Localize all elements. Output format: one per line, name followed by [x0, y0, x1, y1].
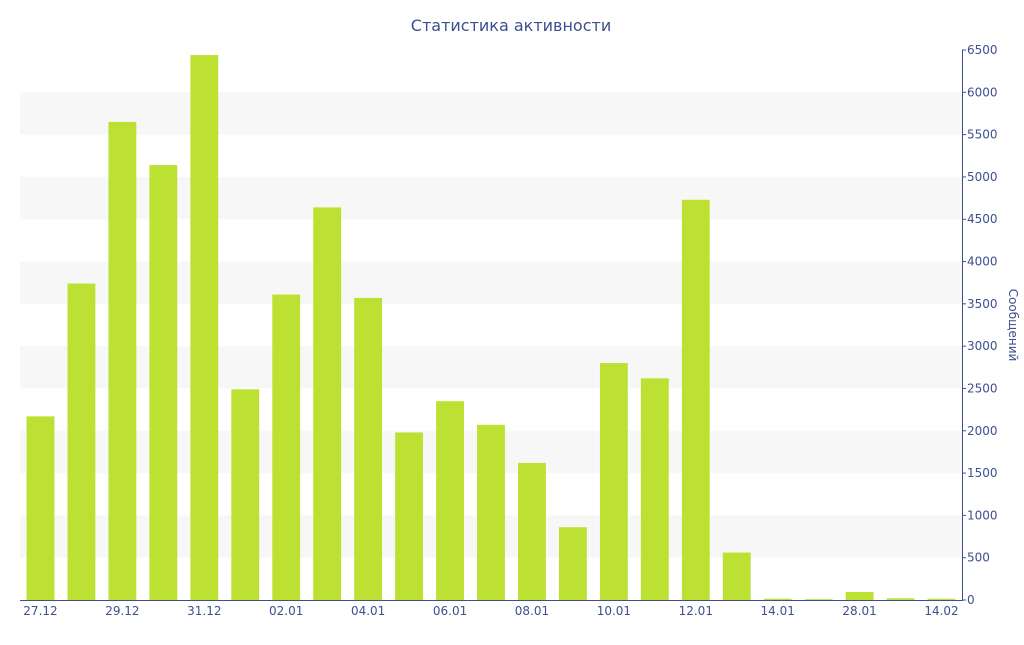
y-tick-label: 3000: [967, 339, 998, 353]
y-tick-label: 2500: [967, 381, 998, 395]
bar: [231, 389, 260, 600]
bar: [149, 165, 178, 601]
y-tick-label: 3500: [967, 297, 998, 311]
bar: [477, 424, 505, 600]
bar: [599, 363, 628, 600]
x-tick-label: 10.01: [597, 604, 631, 618]
y-axis-label: Сообщений: [1006, 289, 1020, 362]
y-tick-label: 5500: [967, 128, 998, 142]
chart-title: Статистика активности: [411, 16, 611, 35]
bar: [681, 199, 710, 600]
x-tick-label: 08.01: [515, 604, 549, 618]
bar: [354, 297, 383, 600]
bar: [845, 591, 874, 600]
x-tick-label: 14.01: [761, 604, 795, 618]
x-tick-label: 27.12: [23, 604, 57, 618]
bar: [763, 598, 792, 600]
x-tick-label: 14.02: [924, 604, 958, 618]
bar: [886, 598, 915, 600]
y-axis-ticks: 0 500 1000 1500 2000 2500 3000 3500 4000 4500 5000…: [962, 43, 998, 607]
bar: [108, 121, 137, 600]
y-tick-label: 2000: [967, 424, 998, 438]
bar: [518, 462, 546, 600]
y-tick-label: 0: [967, 593, 975, 607]
bar: [804, 599, 833, 600]
bar: [67, 283, 96, 600]
y-tick-label: 500: [967, 551, 990, 565]
bar: [640, 378, 669, 600]
y-tick-label: 4500: [967, 212, 998, 226]
bar: [436, 401, 464, 600]
bar: [558, 527, 587, 600]
bar: [395, 432, 424, 600]
x-tick-label: 28.01: [842, 604, 876, 618]
bars: [26, 55, 956, 601]
y-tick-label: 6000: [967, 85, 998, 99]
x-axis-ticks: 27.12 29.12 31.12 02.01 04.01 06.01 08.01 10.01…: [23, 604, 958, 618]
bar: [26, 416, 55, 600]
bar: [927, 598, 956, 600]
bar: [313, 207, 342, 600]
y-tick-label: 1500: [967, 466, 998, 480]
grid-band: [20, 92, 962, 135]
bar: [272, 294, 301, 600]
x-tick-label: 31.12: [187, 604, 221, 618]
y-tick-label: 1000: [967, 508, 998, 522]
x-tick-label: 04.01: [351, 604, 385, 618]
x-tick-label: 02.01: [269, 604, 303, 618]
x-tick-label: 29.12: [105, 604, 139, 618]
y-tick-label: 4000: [967, 255, 998, 269]
bar: [190, 55, 219, 601]
x-tick-label: 12.01: [679, 604, 713, 618]
x-tick-label: 06.01: [433, 604, 467, 618]
bar: [722, 552, 751, 600]
y-tick-label: 6500: [967, 43, 998, 57]
y-tick-label: 5000: [967, 170, 998, 184]
